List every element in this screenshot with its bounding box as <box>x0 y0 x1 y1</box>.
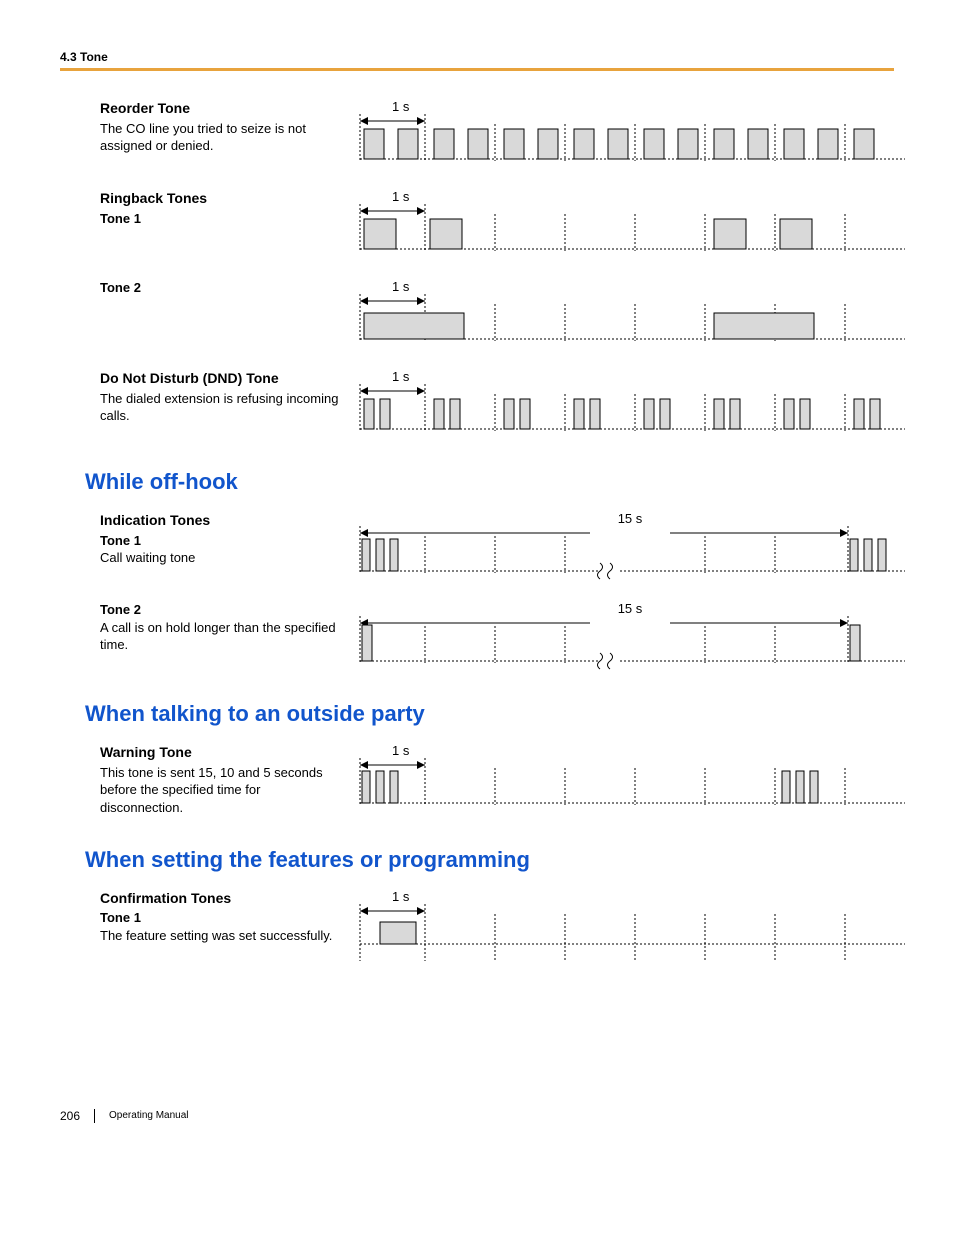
warning-tone-row: Warning Tone This tone is sent 15, 10 an… <box>60 743 894 817</box>
reorder-tone-diagram: 1 s <box>340 99 910 169</box>
indication-tone1-row: Indication Tones Tone 1 Call waiting ton… <box>60 511 894 581</box>
reorder-tone-title: Reorder Tone <box>100 99 340 118</box>
dnd-tone-row: Do Not Disturb (DND) Tone The dialed ext… <box>60 369 894 439</box>
reorder-tone-row: Reorder Tone The CO line you tried to se… <box>60 99 894 169</box>
indication-tone2-diagram: 15 s <box>340 601 910 671</box>
ringback-tone2-diagram: 1 s <box>340 279 910 349</box>
svg-text:15 s: 15 s <box>618 511 643 526</box>
ringback-tone2-label: Tone 2 <box>100 279 340 297</box>
dnd-tone-diagram: 1 s <box>340 369 910 439</box>
ringback-tone1-diagram: 1 s <box>340 189 910 259</box>
indication-tone2-label: Tone 2 <box>100 601 340 619</box>
dnd-title: Do Not Disturb (DND) Tone <box>100 369 340 388</box>
reorder-time-label: 1 s <box>392 99 410 114</box>
confirmation-tone1-row: Confirmation Tones Tone 1 The feature se… <box>60 889 894 969</box>
svg-text:1 s: 1 s <box>392 189 410 204</box>
warning-tone-diagram: 1 s <box>340 743 910 813</box>
indication-tone2-row: Tone 2 A call is on hold longer than the… <box>60 601 894 671</box>
warning-title: Warning Tone <box>100 743 340 762</box>
warning-desc: This tone is sent 15, 10 and 5 seconds b… <box>100 764 340 817</box>
dnd-desc: The dialed extension is refusing incomin… <box>100 390 340 425</box>
svg-text:1 s: 1 s <box>392 369 410 384</box>
ringback-tone1-label: Tone 1 <box>100 210 340 228</box>
indication-tone1-desc: Call waiting tone <box>100 549 340 567</box>
ringback-tone1-row: Ringback Tones Tone 1 1 s <box>60 189 894 259</box>
header-section-label: 4.3 Tone <box>60 50 894 64</box>
confirmation-tone1-diagram: 1 s <box>340 889 910 969</box>
confirmation-title: Confirmation Tones <box>100 889 340 908</box>
reorder-tone-desc: The CO line you tried to seize is not as… <box>100 120 340 155</box>
ringback-tone2-row: Tone 2 1 s <box>60 279 894 349</box>
svg-text:1 s: 1 s <box>392 743 410 758</box>
footer-manual-label: Operating Manual <box>109 1110 189 1121</box>
indication-tone1-label: Tone 1 <box>100 532 340 550</box>
programming-heading: When setting the features or programming <box>85 847 894 873</box>
indication-title: Indication Tones <box>100 511 340 530</box>
footer-page-number: 206 <box>60 1109 95 1123</box>
off-hook-heading: While off-hook <box>85 469 894 495</box>
ringback-title: Ringback Tones <box>100 189 340 208</box>
confirmation-tone1-label: Tone 1 <box>100 909 340 927</box>
indication-tone1-diagram: 15 s <box>340 511 910 581</box>
svg-text:1 s: 1 s <box>392 889 410 904</box>
header-rule <box>60 68 894 71</box>
confirmation-tone1-desc: The feature setting was set successfully… <box>100 927 340 945</box>
svg-text:1 s: 1 s <box>392 279 410 294</box>
outside-heading: When talking to an outside party <box>85 701 894 727</box>
svg-text:15 s: 15 s <box>618 601 643 616</box>
indication-tone2-desc: A call is on hold longer than the specif… <box>100 619 340 654</box>
page-footer: 206 Operating Manual <box>60 1109 894 1123</box>
